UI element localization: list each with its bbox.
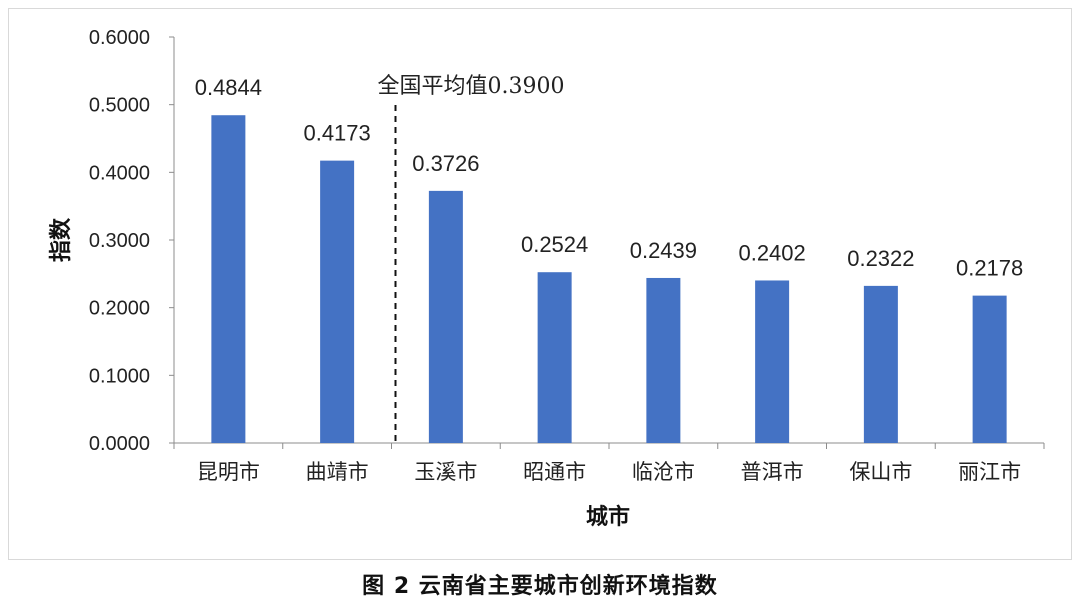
- y-tick-label: 0.0000: [89, 433, 150, 455]
- bar: [646, 277, 681, 443]
- data-label: 0.2322: [847, 246, 914, 271]
- x-tick-label: 玉溪市: [414, 460, 477, 484]
- average-annotation: 全国平均值0.3900: [378, 74, 565, 99]
- y-tick-label: 0.1000: [89, 365, 150, 387]
- x-tick-label: 昭通市: [523, 460, 586, 484]
- y-tick-label: 0.4000: [89, 162, 150, 184]
- bar-chart: 0.0000 0.1000 0.2000 0.3000 0.4000 0.5000 0.60…: [48, 27, 1045, 530]
- data-label: 0.2524: [521, 232, 588, 257]
- data-label: 0.4173: [303, 121, 370, 146]
- bar: [972, 295, 1007, 443]
- y-tick-label: 0.6000: [89, 27, 150, 49]
- bar: [211, 115, 246, 444]
- x-axis-title: 城市: [586, 504, 630, 530]
- bar: [320, 160, 355, 443]
- data-label: 0.3726: [412, 151, 479, 176]
- data-label: 0.2178: [956, 256, 1023, 281]
- x-tick-label: 丽江市: [958, 460, 1021, 484]
- y-axis-title: 指数: [48, 217, 74, 262]
- x-tick-label: 昆明市: [197, 460, 260, 484]
- y-tick-label: 0.3000: [89, 230, 150, 252]
- data-label: 0.2402: [738, 240, 805, 265]
- data-label: 0.4844: [195, 75, 262, 100]
- y-tick-label: 0.5000: [89, 95, 150, 117]
- bar: [537, 272, 572, 443]
- x-tick-label: 保山市: [849, 460, 912, 484]
- x-tick-label: 普洱市: [741, 460, 804, 484]
- bar: [863, 285, 898, 443]
- bar: [428, 190, 463, 443]
- x-tick-label: 临沧市: [632, 460, 695, 484]
- x-tick-label: 曲靖市: [306, 460, 369, 484]
- data-label: 0.2439: [630, 238, 697, 263]
- figure-caption: 图 2 云南省主要城市创新环境指数: [362, 574, 718, 599]
- y-tick-label: 0.2000: [89, 298, 150, 320]
- bar: [755, 280, 790, 443]
